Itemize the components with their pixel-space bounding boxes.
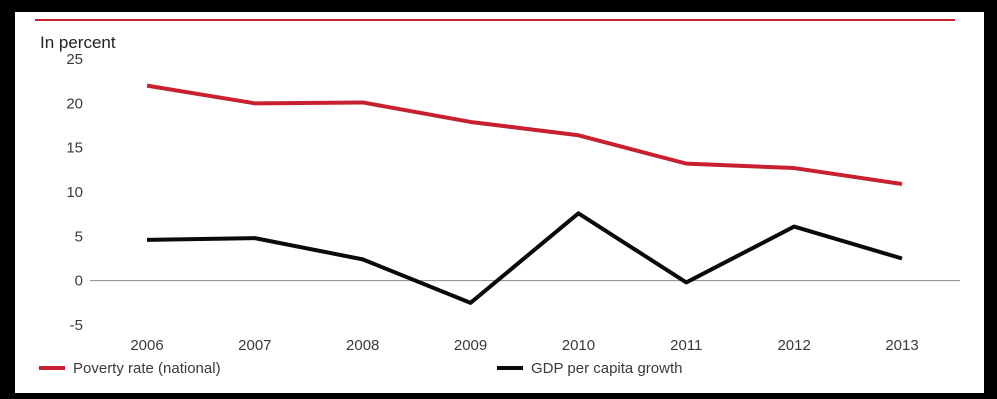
y-axis-label: In percent xyxy=(40,33,116,52)
x-tick-label: 2007 xyxy=(238,337,271,354)
series-line-gdp xyxy=(146,211,903,305)
x-tick-label: 2012 xyxy=(777,337,810,354)
series-lines xyxy=(146,83,903,305)
x-tick-label: 2010 xyxy=(562,337,595,354)
y-tick-label: 20 xyxy=(66,95,83,112)
chart-frame: In percent 25 20 15 10 5 0 -5 2006 2007 2008 2009… xyxy=(15,12,984,393)
x-tick-label: 2008 xyxy=(346,337,379,354)
y-tick-label: 15 xyxy=(66,140,83,157)
line-chart: In percent 25 20 15 10 5 0 -5 2006 2007 2008 2009… xyxy=(35,19,960,354)
y-ticks: 25 20 15 10 5 0 -5 xyxy=(66,51,83,334)
legend-swatch-poverty xyxy=(39,366,65,370)
series-line-poverty xyxy=(146,83,903,186)
legend-gdp: GDP per capita growth xyxy=(497,357,682,379)
y-tick-label: -5 xyxy=(70,317,83,334)
x-tick-label: 2011 xyxy=(670,337,702,354)
y-tick-label: 0 xyxy=(75,273,83,290)
x-tick-label: 2006 xyxy=(130,337,163,354)
legend-poverty: Poverty rate (national) xyxy=(39,357,221,379)
legend-label-poverty: Poverty rate (national) xyxy=(73,359,221,377)
legend-swatch-gdp xyxy=(497,366,523,370)
y-tick-label: 10 xyxy=(66,184,83,201)
x-tick-label: 2013 xyxy=(885,337,918,354)
x-ticks: 2006 2007 2008 2009 2010 2011 2012 2013 xyxy=(130,337,918,354)
y-tick-label: 25 xyxy=(66,51,83,68)
legend-label-gdp: GDP per capita growth xyxy=(531,359,683,377)
y-tick-label: 5 xyxy=(75,228,83,245)
x-tick-label: 2009 xyxy=(454,337,487,354)
